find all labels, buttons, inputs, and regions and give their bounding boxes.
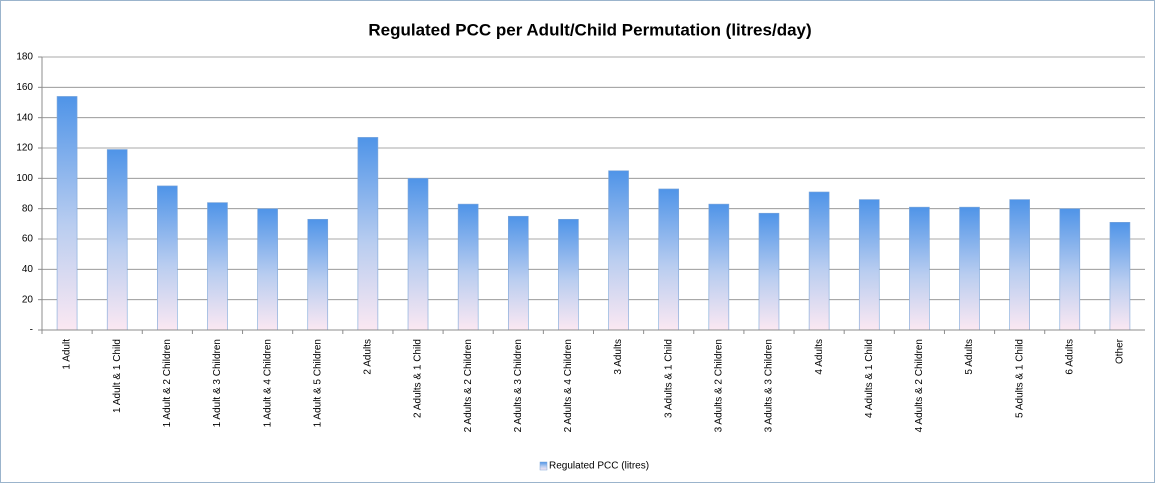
x-tick-label: 5 Adults [964, 339, 975, 375]
bar [407, 178, 429, 331]
y-tick-label: 100 [16, 173, 33, 184]
y-tick-label: 140 [16, 112, 33, 123]
y-tick-label: 180 [16, 52, 33, 63]
x-tick-label: 6 Adults [1064, 339, 1075, 375]
x-tick-label: 3 Adults & 2 Children [713, 339, 724, 432]
x-tick-label: 1 Adult [62, 339, 73, 370]
x-tick-label: 1 Adult & 4 Children [262, 339, 273, 427]
bar [507, 215, 529, 331]
bar [1059, 208, 1081, 331]
legend-label: Regulated PCC (litres) [549, 461, 649, 472]
bar [658, 188, 680, 331]
x-tick-label: 1 Adult & 3 Children [212, 339, 223, 427]
x-tick-label: 3 Adults & 1 Child [663, 339, 674, 418]
x-tick-label: 1 Adult & 2 Children [162, 339, 173, 427]
x-tick-label: 3 Adults & 3 Children [764, 339, 775, 432]
x-tick-label: 2 Adults & 3 Children [513, 339, 524, 432]
bar [207, 202, 228, 331]
y-tick-label: - [30, 325, 33, 336]
bar [959, 206, 980, 331]
bar [1009, 199, 1030, 331]
bar [558, 218, 579, 331]
bar [56, 96, 78, 331]
x-tick-label: Other [1115, 338, 1126, 364]
bar [909, 206, 930, 331]
legend-swatch [539, 461, 548, 471]
bar [758, 212, 780, 331]
y-tick-label: 40 [22, 264, 34, 275]
bar [608, 170, 629, 331]
bar [357, 137, 379, 331]
x-tick-label: 4 Adults [814, 339, 825, 375]
bar [457, 203, 479, 331]
x-tick-label: 4 Adults & 2 Children [914, 339, 925, 432]
bar [708, 203, 730, 331]
bar [808, 191, 830, 331]
y-tick-label: 20 [22, 294, 34, 305]
y-tick-label: 80 [22, 203, 34, 214]
chart-title: Regulated PCC per Adult/Child Permutatio… [368, 20, 811, 39]
x-tick-label: 1 Adult & 1 Child [112, 339, 123, 413]
bar [307, 218, 329, 331]
x-tick-label: 2 Adults [363, 339, 374, 375]
x-tick-label: 5 Adults & 1 Child [1014, 339, 1025, 418]
bar [157, 185, 178, 331]
x-tick-label: 3 Adults [613, 339, 624, 375]
bar [858, 199, 880, 331]
x-tick-label: 2 Adults & 1 Child [413, 339, 424, 418]
x-tick-label: 1 Adult & 5 Children [312, 339, 323, 427]
x-tick-label: 2 Adults & 2 Children [463, 339, 474, 432]
bar [1109, 222, 1131, 331]
y-tick-label: 120 [16, 143, 33, 154]
x-tick-label: 2 Adults & 4 Children [563, 339, 574, 432]
bar [106, 149, 128, 331]
y-tick-label: 160 [16, 82, 33, 93]
y-tick-label: 60 [22, 234, 34, 245]
bar [257, 208, 278, 331]
x-tick-label: 4 Adults & 1 Child [864, 339, 875, 418]
